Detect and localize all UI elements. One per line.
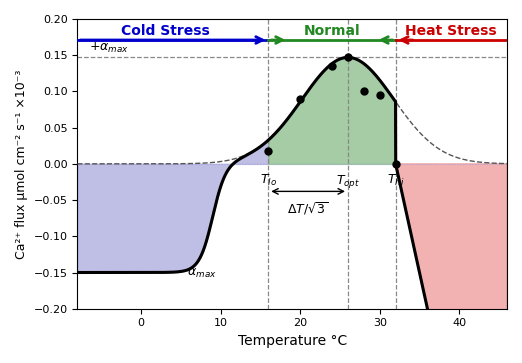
Text: Heat Stress: Heat Stress	[406, 24, 497, 38]
Text: $+\alpha_{max}$: $+\alpha_{max}$	[89, 41, 129, 55]
Text: $T_{opt}$: $T_{opt}$	[336, 172, 360, 189]
Y-axis label: Ca²⁺ flux μmol cm⁻² s⁻¹ ×10⁻³: Ca²⁺ flux μmol cm⁻² s⁻¹ ×10⁻³	[15, 69, 28, 258]
X-axis label: Temperature °C: Temperature °C	[238, 334, 347, 348]
Text: $T_{lo}$: $T_{lo}$	[260, 172, 277, 188]
Text: Cold Stress: Cold Stress	[121, 24, 209, 38]
Text: Normal: Normal	[304, 24, 360, 38]
Text: $T_{hi}$: $T_{hi}$	[387, 172, 405, 188]
Text: $-\alpha_{max}$: $-\alpha_{max}$	[177, 267, 217, 280]
Text: $\Delta T/\sqrt{3}$: $\Delta T/\sqrt{3}$	[288, 200, 329, 217]
